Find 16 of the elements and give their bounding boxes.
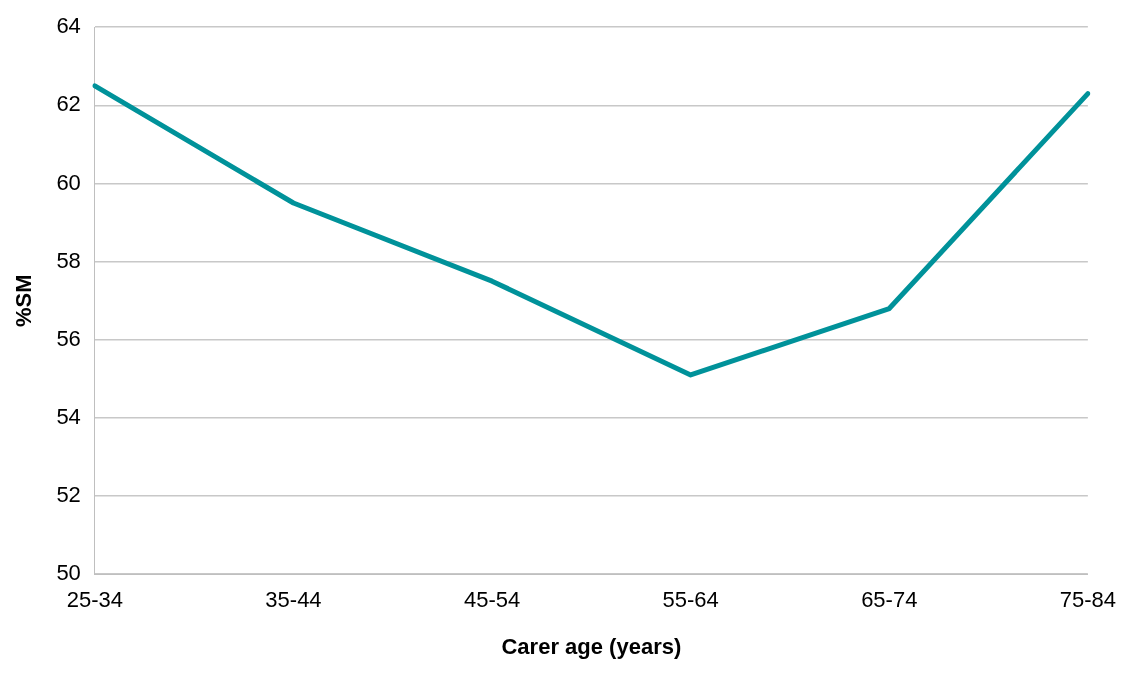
y-tick-label: 52 <box>56 482 81 508</box>
x-tick-label: 65-74 <box>861 587 918 613</box>
y-axis-title: %SM <box>11 274 37 327</box>
x-tick-label: 75-84 <box>1059 587 1117 613</box>
x-tick-label: 35-44 <box>265 587 322 613</box>
y-tick-label: 58 <box>56 247 81 273</box>
y-tick-label: 64 <box>56 13 81 39</box>
x-tick-label: 25-34 <box>66 587 124 613</box>
y-tick-label: 56 <box>56 325 81 351</box>
x-tick-label: 55-64 <box>662 587 719 613</box>
x-axis-title: Carer age (years) <box>501 633 682 659</box>
y-tick-label: 50 <box>56 560 81 586</box>
y-tick-label: 60 <box>56 169 81 195</box>
y-tick-label: 62 <box>56 91 81 117</box>
x-tick-label: 45-54 <box>463 587 521 613</box>
y-tick-label: 54 <box>56 403 81 429</box>
